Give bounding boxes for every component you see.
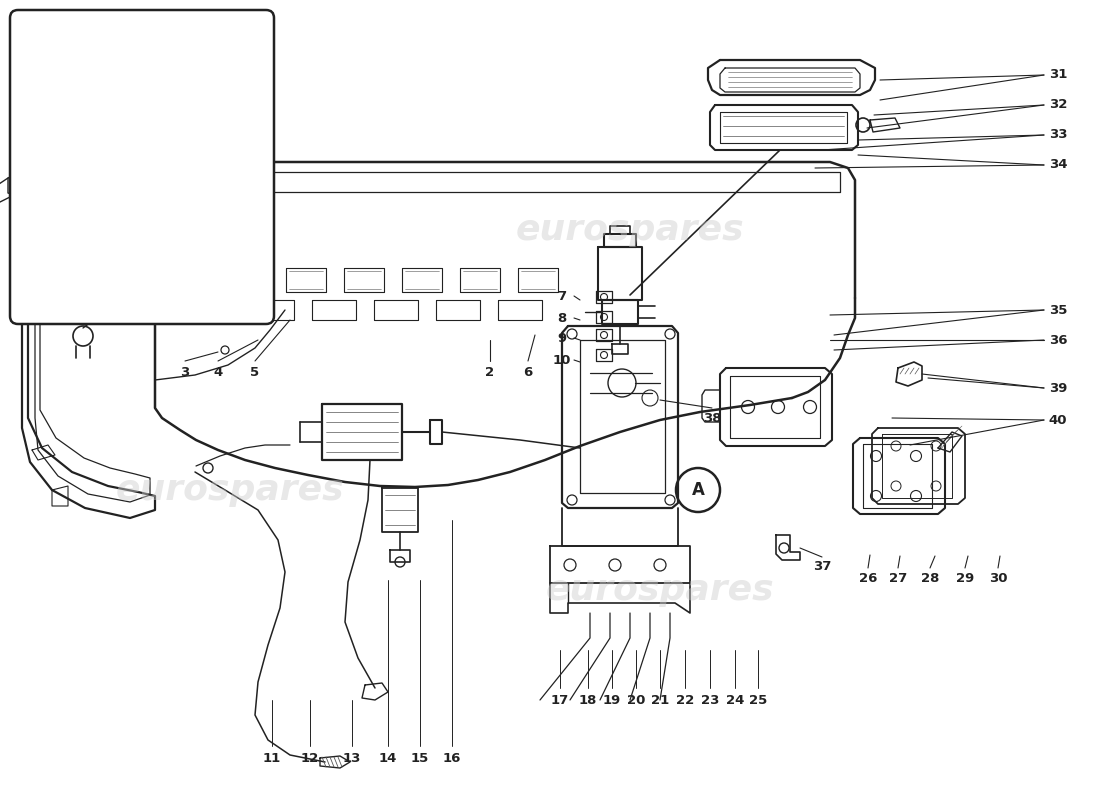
Text: 23: 23 bbox=[701, 694, 719, 706]
Text: 20: 20 bbox=[627, 694, 646, 706]
Text: 29: 29 bbox=[956, 571, 975, 585]
Text: 28: 28 bbox=[921, 571, 939, 585]
Text: 6: 6 bbox=[524, 366, 532, 379]
Text: 13: 13 bbox=[343, 751, 361, 765]
Text: eurospares: eurospares bbox=[116, 473, 344, 507]
Text: 9: 9 bbox=[558, 331, 566, 345]
Text: 11: 11 bbox=[263, 751, 282, 765]
Text: 2: 2 bbox=[485, 366, 495, 379]
Text: 12: 12 bbox=[301, 751, 319, 765]
Text: A: A bbox=[213, 33, 227, 51]
Text: 7: 7 bbox=[558, 290, 566, 302]
Text: 15: 15 bbox=[411, 751, 429, 765]
Text: 33: 33 bbox=[1048, 129, 1067, 142]
Text: 37: 37 bbox=[813, 561, 832, 574]
Text: A: A bbox=[692, 481, 704, 499]
Text: 3: 3 bbox=[180, 366, 189, 379]
Text: 34: 34 bbox=[1048, 158, 1067, 171]
Text: 10: 10 bbox=[553, 354, 571, 366]
Text: 40: 40 bbox=[1048, 414, 1067, 426]
Text: 16: 16 bbox=[443, 751, 461, 765]
Text: eurospares: eurospares bbox=[516, 213, 745, 247]
Text: 1: 1 bbox=[187, 241, 197, 255]
Text: 31: 31 bbox=[1048, 69, 1067, 82]
Text: 36: 36 bbox=[1048, 334, 1067, 346]
Text: 24: 24 bbox=[726, 694, 745, 706]
Text: 30: 30 bbox=[989, 571, 1008, 585]
Text: 14: 14 bbox=[378, 751, 397, 765]
Text: 19: 19 bbox=[603, 694, 622, 706]
Text: 17: 17 bbox=[551, 694, 569, 706]
Bar bbox=[88, 123, 143, 178]
Text: 5: 5 bbox=[251, 366, 260, 379]
Text: 4: 4 bbox=[213, 366, 222, 379]
Text: 21: 21 bbox=[651, 694, 669, 706]
Text: 8: 8 bbox=[558, 311, 566, 325]
Text: 25: 25 bbox=[749, 694, 767, 706]
Text: 18: 18 bbox=[579, 694, 597, 706]
Text: 38: 38 bbox=[703, 411, 722, 425]
Text: 26: 26 bbox=[859, 571, 877, 585]
Text: 22: 22 bbox=[675, 694, 694, 706]
Text: 39: 39 bbox=[1048, 382, 1067, 394]
Text: 27: 27 bbox=[889, 571, 908, 585]
FancyBboxPatch shape bbox=[10, 10, 274, 324]
Text: 32: 32 bbox=[1048, 98, 1067, 111]
Text: eurospares: eurospares bbox=[546, 573, 774, 607]
Text: 35: 35 bbox=[1048, 303, 1067, 317]
